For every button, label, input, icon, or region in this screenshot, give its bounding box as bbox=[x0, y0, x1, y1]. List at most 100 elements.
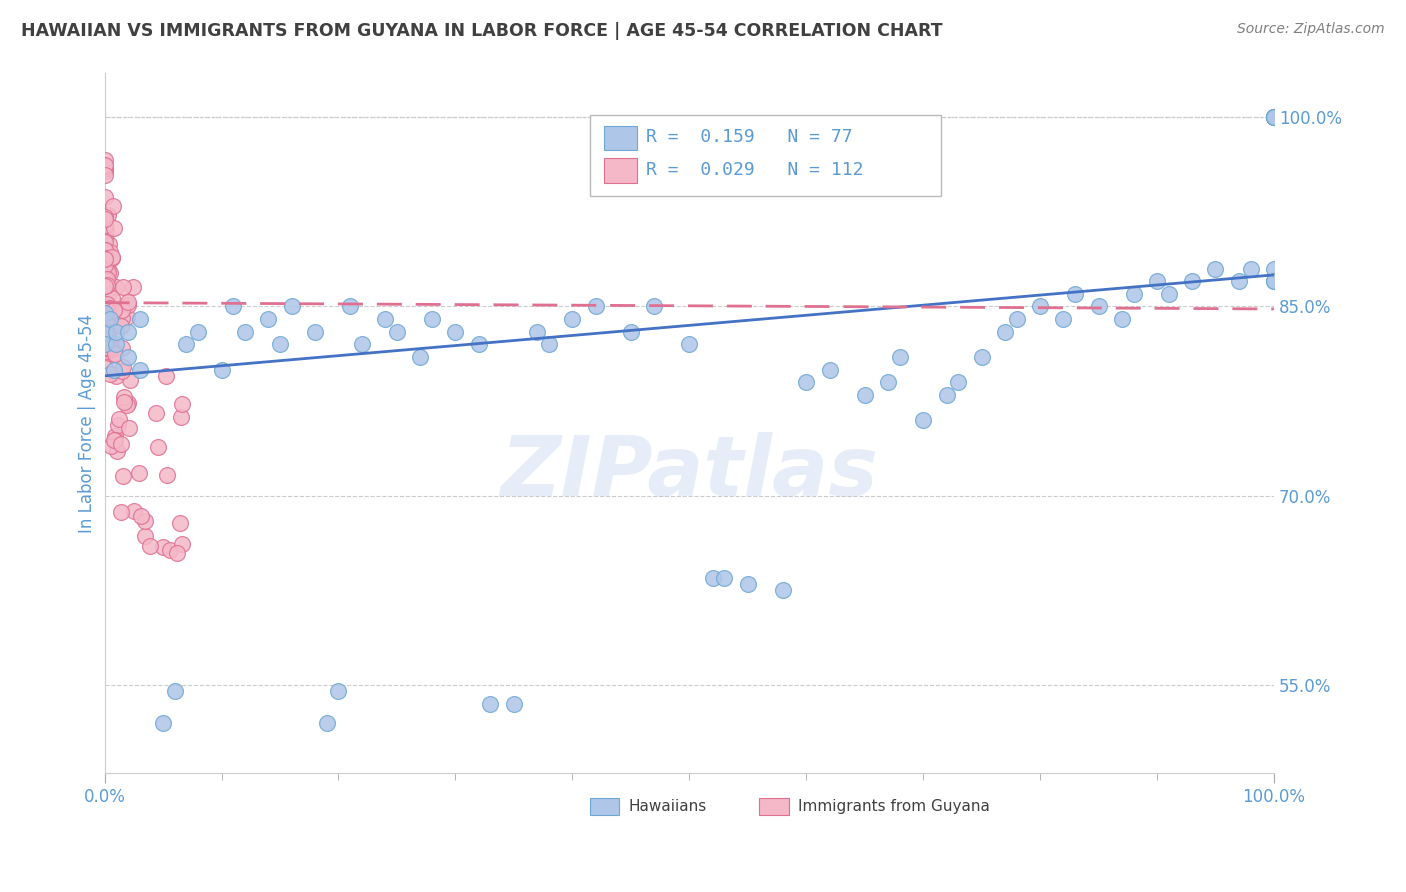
Point bbox=[187, 325, 209, 339]
Point bbox=[620, 325, 643, 339]
Point bbox=[1263, 110, 1285, 124]
Point bbox=[1157, 286, 1180, 301]
Point bbox=[100, 312, 122, 326]
Point bbox=[172, 537, 194, 551]
Point bbox=[526, 325, 548, 339]
Point bbox=[93, 190, 115, 204]
Point bbox=[98, 342, 121, 356]
Point bbox=[877, 375, 900, 389]
Point bbox=[1263, 110, 1285, 124]
Point bbox=[93, 211, 115, 226]
Point bbox=[912, 413, 935, 427]
Point bbox=[103, 199, 125, 213]
Point bbox=[1263, 110, 1285, 124]
Point bbox=[146, 440, 169, 454]
Point bbox=[111, 311, 134, 326]
Point bbox=[772, 583, 794, 598]
Point bbox=[93, 218, 115, 232]
Point bbox=[105, 325, 128, 339]
Point bbox=[93, 212, 115, 227]
Point bbox=[96, 272, 118, 286]
Text: R =  0.029   N = 112: R = 0.029 N = 112 bbox=[645, 161, 863, 179]
Point bbox=[935, 388, 957, 402]
Point bbox=[1005, 312, 1028, 326]
Point bbox=[156, 467, 179, 482]
Point bbox=[118, 373, 141, 387]
Point bbox=[103, 347, 125, 361]
Point bbox=[101, 291, 124, 305]
Bar bbox=[605, 159, 637, 183]
Point bbox=[1263, 274, 1285, 288]
Point bbox=[93, 263, 115, 277]
Point bbox=[93, 158, 115, 172]
Point bbox=[96, 277, 118, 292]
Point bbox=[139, 539, 162, 553]
Point bbox=[713, 571, 735, 585]
Point bbox=[1181, 274, 1204, 288]
Point bbox=[737, 577, 759, 591]
Point bbox=[444, 325, 467, 339]
Point bbox=[128, 467, 150, 481]
Point bbox=[970, 350, 993, 364]
Point bbox=[152, 715, 174, 730]
Text: ZIPatlas: ZIPatlas bbox=[501, 432, 879, 513]
Point bbox=[101, 252, 124, 266]
Point bbox=[110, 319, 132, 334]
Point bbox=[104, 279, 127, 293]
Point bbox=[1146, 274, 1168, 288]
Point bbox=[537, 337, 560, 351]
Point bbox=[117, 350, 139, 364]
FancyBboxPatch shape bbox=[591, 115, 941, 195]
Point bbox=[93, 252, 115, 267]
Point bbox=[409, 350, 432, 364]
Point bbox=[1064, 286, 1087, 301]
Text: Immigrants from Guyana: Immigrants from Guyana bbox=[799, 799, 990, 814]
Point bbox=[1111, 312, 1133, 326]
Bar bbox=[605, 126, 637, 150]
Point bbox=[111, 364, 134, 378]
Point bbox=[122, 279, 145, 293]
Point bbox=[1052, 312, 1074, 326]
Point bbox=[100, 251, 122, 265]
Point bbox=[111, 360, 134, 375]
Point bbox=[104, 429, 127, 443]
Text: Hawaiians: Hawaiians bbox=[628, 799, 707, 814]
Point bbox=[98, 266, 121, 280]
Point bbox=[93, 337, 115, 351]
Point bbox=[93, 235, 115, 250]
Point bbox=[339, 300, 361, 314]
Point bbox=[152, 540, 174, 554]
Point bbox=[172, 397, 194, 411]
Point bbox=[257, 312, 280, 326]
Point bbox=[97, 286, 120, 301]
Point bbox=[117, 294, 139, 309]
Point bbox=[420, 312, 443, 326]
Point bbox=[818, 362, 841, 376]
Point bbox=[93, 230, 115, 244]
Point bbox=[97, 237, 120, 252]
Point bbox=[100, 439, 122, 453]
Point bbox=[1122, 286, 1144, 301]
Point bbox=[118, 421, 141, 435]
Bar bbox=[759, 797, 789, 815]
Point bbox=[103, 362, 125, 376]
Point bbox=[115, 310, 138, 324]
Point bbox=[100, 339, 122, 353]
Point bbox=[93, 310, 115, 324]
Point bbox=[1263, 110, 1285, 124]
Point bbox=[104, 317, 127, 331]
Point bbox=[304, 325, 326, 339]
Y-axis label: In Labor Force | Age 45-54: In Labor Force | Age 45-54 bbox=[79, 314, 96, 533]
Point bbox=[169, 410, 191, 425]
Point bbox=[93, 164, 115, 178]
Point bbox=[145, 406, 167, 420]
Point bbox=[96, 325, 118, 339]
Point bbox=[98, 301, 121, 315]
Point bbox=[96, 342, 118, 356]
Point bbox=[128, 362, 150, 376]
Point bbox=[169, 516, 191, 530]
Point bbox=[93, 361, 115, 376]
Point bbox=[103, 302, 125, 317]
Point bbox=[561, 312, 583, 326]
Point bbox=[96, 343, 118, 358]
